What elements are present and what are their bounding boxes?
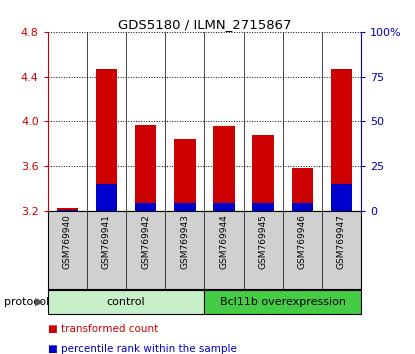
Text: GSM769944: GSM769944 — [220, 215, 229, 269]
Text: ▶: ▶ — [35, 297, 44, 307]
Text: GSM769941: GSM769941 — [102, 215, 111, 269]
Text: GSM769946: GSM769946 — [298, 215, 307, 269]
Text: GSM769940: GSM769940 — [63, 215, 72, 269]
Bar — [291, 202, 313, 211]
Text: control: control — [107, 297, 145, 307]
Bar — [135, 125, 156, 211]
Bar — [213, 204, 235, 211]
Title: GDS5180 / ILMN_2715867: GDS5180 / ILMN_2715867 — [117, 18, 291, 31]
Text: GSM769942: GSM769942 — [141, 215, 150, 269]
Bar — [56, 210, 78, 211]
Text: ■ transformed count: ■ transformed count — [48, 324, 158, 334]
Bar — [174, 202, 195, 211]
Bar — [331, 69, 352, 211]
Text: GSM769947: GSM769947 — [337, 215, 346, 269]
Text: GSM769943: GSM769943 — [180, 215, 189, 269]
Bar — [291, 168, 313, 211]
Bar — [252, 204, 274, 211]
FancyBboxPatch shape — [205, 290, 361, 314]
Text: ■ percentile rank within the sample: ■ percentile rank within the sample — [48, 344, 237, 354]
Bar — [56, 209, 78, 211]
Text: Bcl11b overexpression: Bcl11b overexpression — [220, 297, 346, 307]
FancyBboxPatch shape — [48, 290, 205, 314]
Text: protocol: protocol — [4, 297, 49, 307]
Bar — [213, 126, 235, 211]
Bar — [252, 135, 274, 211]
Bar — [96, 184, 117, 211]
Text: GSM769945: GSM769945 — [259, 215, 268, 269]
Bar — [331, 184, 352, 211]
Bar — [135, 204, 156, 211]
Bar — [96, 69, 117, 211]
Bar — [174, 139, 195, 211]
